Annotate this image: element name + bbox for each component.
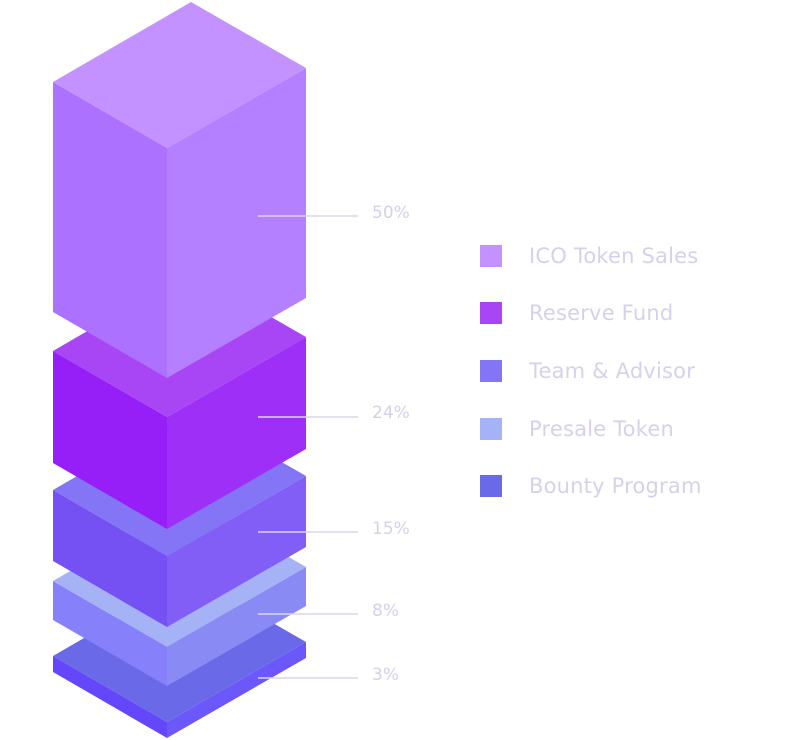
legend-swatch (480, 475, 502, 497)
legend-swatch (480, 360, 502, 382)
block-right-face (167, 68, 306, 378)
legend-item-ico-token-sales: ICO Token Sales (480, 244, 698, 268)
legend-label: Reserve Fund (529, 301, 674, 325)
legend-item-bounty-program: Bounty Program (480, 474, 702, 498)
legend-item-team-advisor: Team & Advisor (480, 359, 695, 383)
legend-item-presale-token: Presale Token (480, 417, 674, 441)
block-right-face (167, 642, 306, 738)
legend-swatch (480, 418, 502, 440)
block-right-face (167, 337, 306, 529)
block-ico-token-sales (53, 2, 306, 378)
value-label-reserve-fund: 24% (372, 403, 410, 423)
block-left-face (53, 581, 167, 686)
value-label-presale-token: 8% (372, 601, 399, 621)
legend-swatch (480, 302, 502, 324)
legend-label: Team & Advisor (529, 359, 696, 383)
block-left-face (53, 82, 167, 378)
block-left-face (53, 656, 167, 738)
block-right-face (167, 567, 306, 686)
legend-label: Presale Token (529, 417, 674, 441)
value-label-ico-token-sales: 50% (372, 203, 410, 223)
legend-label: Bounty Program (529, 474, 702, 498)
legend-swatch (480, 245, 502, 267)
value-label-team-advisor: 15% (372, 519, 410, 539)
block-right-face (167, 476, 306, 627)
block-top-face (53, 2, 306, 148)
legend-item-reserve-fund: Reserve Fund (480, 301, 673, 325)
legend-label: ICO Token Sales (529, 244, 699, 268)
block-left-face (53, 490, 167, 627)
value-label-bounty-program: 3% (372, 665, 399, 685)
block-left-face (53, 351, 167, 529)
